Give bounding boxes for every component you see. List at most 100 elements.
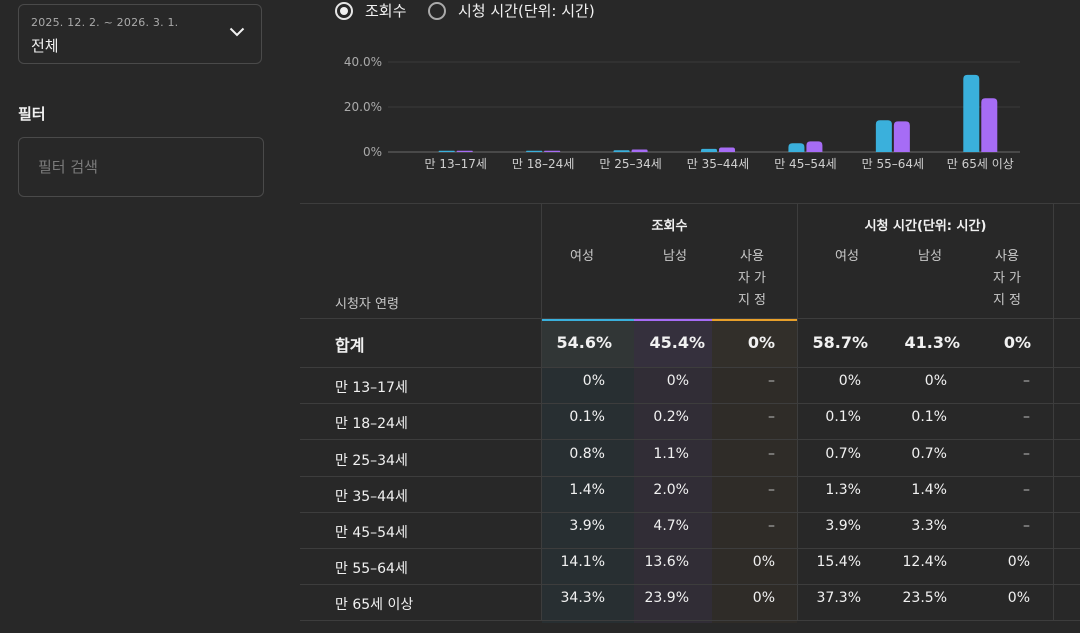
x-tick-label: 만 65세 이상 [947,157,1014,171]
row-value-cell: 37.3% [816,590,861,606]
bar-male[interactable] [719,147,735,153]
subheader-views-unspecified: 사용자 가 지 정 [737,249,767,308]
row-value-cell: – [768,518,775,534]
bar-male[interactable] [893,121,910,152]
bar-female[interactable] [963,74,980,152]
male-color-strip [634,318,712,321]
row-value-cell: – [1023,373,1030,389]
x-tick-label: 만 13–17세 [424,157,486,171]
demographics-table: 시청자 연령 조회수 시청 시간(단위: 시간) 여성 남성 사용자 가 지 정… [300,203,1080,633]
chevron-down-icon [229,27,245,37]
row-value-cell: 4.7% [653,518,689,534]
row-value-cell: 1.1% [653,446,689,462]
row-age-label: 만 35–44세 [335,489,408,505]
date-range-dropdown[interactable]: 2025. 12. 2. ~ 2026. 3. 1. 전체 [18,4,262,64]
radio-watch-time[interactable]: 시청 시간(단위: 시간) [428,0,595,21]
total-views-unspecified: 0% [747,333,775,352]
filter-label: 필터 [18,105,46,123]
row-value-cell: – [1023,518,1030,534]
row-value-cell: 13.6% [644,554,689,570]
bar-female[interactable] [526,150,543,152]
subheader-views-female: 여성 [570,249,594,264]
row-value-cell: 0% [1007,554,1030,570]
date-range-value: 전체 [31,37,59,55]
row-value-cell: – [768,373,775,389]
filter-search-box [18,137,264,197]
date-range-text: 2025. 12. 2. ~ 2026. 3. 1. [31,16,179,29]
y-tick-label: 20.0% [344,100,382,114]
female-column-shade [542,321,634,623]
row-value-cell: 14.1% [560,554,605,570]
x-tick-label: 만 55–64세 [862,157,924,171]
radio-unselected-icon [428,1,446,20]
row-value-cell: 3.9% [825,518,861,534]
radio-views[interactable]: 조회수 [335,0,406,21]
row-value-cell: 12.4% [902,554,947,570]
x-tick-label: 만 35–44세 [687,157,749,171]
total-label: 합계 [335,336,365,355]
total-views-female: 54.6% [556,333,612,352]
row-age-label: 만 13–17세 [335,380,408,396]
subheader-watch-unspecified: 사용자 가 지 정 [992,249,1022,308]
row-value-cell: 1.3% [825,482,861,498]
y-tick-label: 0% [363,145,382,159]
bar-female[interactable] [613,150,630,152]
subheader-views-male: 남성 [663,249,687,264]
male-column-shade [634,321,712,623]
subheader-watch-female: 여성 [835,249,859,264]
y-tick-label: 40.0% [344,55,382,69]
row-value-cell: 0% [666,373,689,389]
row-value-cell: 0% [838,373,861,389]
row-age-label: 만 25–34세 [335,453,408,469]
row-value-cell: – [1023,409,1030,425]
row-value-cell: 0.8% [569,446,605,462]
bar-male[interactable] [544,150,561,152]
bar-male[interactable] [631,149,648,152]
row-value-cell: 1.4% [911,482,947,498]
row-value-cell: 0.1% [569,409,605,425]
row-value-cell: – [1023,482,1030,498]
group-header-views: 조회수 [651,219,688,234]
unspecified-color-strip [712,318,797,321]
total-watch-male: 41.3% [904,333,960,352]
filter-search-input[interactable] [19,138,263,196]
row-value-cell: 23.9% [644,590,689,606]
group-header-watch-time: 시청 시간(단위: 시간) [864,219,987,234]
subheader-watch-male: 남성 [918,249,942,264]
bar-male[interactable] [981,98,998,152]
row-value-cell: 15.4% [816,554,861,570]
row-value-cell: 23.5% [902,590,947,606]
row-value-cell: 0.7% [911,446,947,462]
row-value-cell: 34.3% [560,590,605,606]
row-age-label: 만 45–54세 [335,525,408,541]
total-views-male: 45.4% [649,333,705,352]
bar-male[interactable] [456,150,473,152]
bar-female[interactable] [875,120,892,152]
total-unspecified-shade [712,321,797,367]
row-value-cell: 1.4% [569,482,605,498]
total-female-shade [542,321,634,367]
row-value-cell: – [768,482,775,498]
row-value-cell: 0.1% [825,409,861,425]
row-value-cell: 0.7% [825,446,861,462]
row-age-label: 만 65세 이상 [335,597,414,613]
radio-selected-icon [335,1,353,20]
radio-views-label: 조회수 [365,2,407,20]
row-value-cell: 2.0% [653,482,689,498]
row-age-label: 만 55–64세 [335,561,408,577]
bar-female[interactable] [788,143,805,152]
female-color-strip [542,318,634,321]
bar-female[interactable] [701,148,717,152]
bar-male[interactable] [806,141,823,152]
x-tick-label: 만 18–24세 [512,157,574,171]
radio-watch-time-label: 시청 시간(단위: 시간) [458,2,595,20]
bar-female[interactable] [438,150,455,152]
row-age-label: 만 18–24세 [335,416,408,432]
row-value-cell: 0% [1007,590,1030,606]
row-value-cell: 0% [752,554,775,570]
row-header: 시청자 연령 [335,297,399,312]
row-value-cell: 3.3% [911,518,947,534]
row-value-cell: – [768,446,775,462]
row-value-cell: 0% [752,590,775,606]
row-value-cell: – [1023,446,1030,462]
